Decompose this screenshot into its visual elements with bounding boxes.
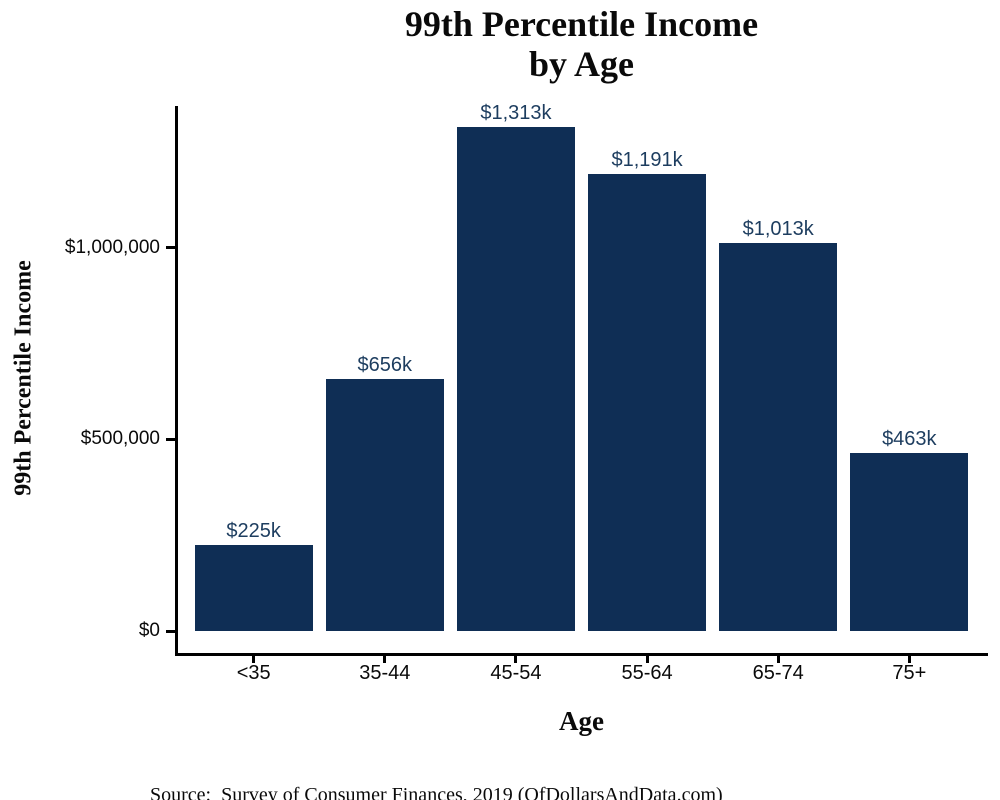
bar-value-label: $225k bbox=[226, 519, 281, 542]
x-axis-title: Age bbox=[559, 706, 604, 736]
bar-value-label: $1,013k bbox=[742, 217, 814, 240]
bar bbox=[588, 174, 707, 631]
x-tick-mark bbox=[907, 653, 911, 663]
bar bbox=[325, 379, 444, 631]
x-tick-label: 35-44 bbox=[359, 662, 411, 684]
y-tick-label: $0 bbox=[138, 620, 160, 641]
y-tick-mark bbox=[166, 246, 175, 249]
x-tick-mark bbox=[645, 653, 649, 663]
x-tick-mark bbox=[514, 653, 518, 663]
chart-title: 99th Percentile Income by Age bbox=[404, 4, 759, 84]
bar bbox=[719, 242, 838, 631]
plot-area bbox=[175, 106, 988, 656]
bar-value-label: $1,313k bbox=[480, 102, 552, 125]
x-tick-label: <35 bbox=[236, 662, 271, 684]
x-tick-mark bbox=[383, 653, 387, 663]
y-tick-mark bbox=[166, 629, 175, 633]
bar bbox=[850, 453, 969, 631]
y-tick-mark bbox=[166, 437, 175, 441]
x-tick-label: 45-54 bbox=[490, 662, 542, 684]
x-tick-label: 75+ bbox=[892, 662, 927, 684]
bar-value-label: $656k bbox=[357, 354, 413, 377]
x-tick-mark bbox=[776, 653, 780, 663]
source-note: Source: Survey of Consumer Finances, 201… bbox=[150, 784, 723, 800]
y-tick-label: $500,000 bbox=[80, 428, 160, 450]
bar-value-label: $1,191k bbox=[611, 149, 683, 172]
x-tick-label: 65-74 bbox=[752, 662, 804, 684]
x-tick-mark bbox=[252, 653, 256, 663]
bar bbox=[194, 544, 313, 631]
y-axis-title: 99th Percentile Income bbox=[10, 260, 37, 496]
bar bbox=[456, 127, 575, 631]
y-tick-label: $1,000,000 bbox=[64, 236, 160, 258]
x-tick-label: 55-64 bbox=[621, 662, 673, 684]
footer-notes: Source: Survey of Consumer Finances, 201… bbox=[150, 743, 950, 800]
bar-value-label: $463k bbox=[882, 428, 937, 451]
